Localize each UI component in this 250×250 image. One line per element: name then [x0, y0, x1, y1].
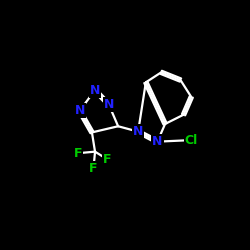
Text: F: F [89, 162, 98, 175]
Text: N: N [90, 84, 100, 96]
Text: N: N [74, 104, 85, 117]
Text: F: F [103, 153, 112, 166]
Text: Cl: Cl [185, 134, 198, 146]
Text: N: N [133, 125, 143, 138]
Text: N: N [104, 98, 114, 111]
Text: N: N [152, 135, 162, 148]
Text: F: F [74, 147, 82, 160]
